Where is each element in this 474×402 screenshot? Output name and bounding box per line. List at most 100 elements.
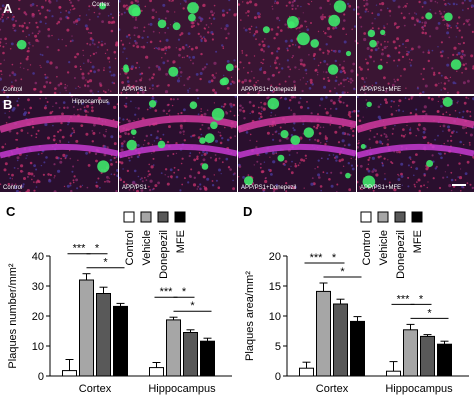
nucleus-dot: [357, 145, 359, 149]
nucleus-dot: [33, 189, 36, 192]
nucleus-dot: [352, 134, 355, 137]
nucleus-dot: [232, 187, 235, 191]
nucleus-dot: [125, 4, 128, 7]
nucleus-dot: [304, 68, 308, 72]
panel-letter-b: B: [3, 97, 13, 112]
nucleus-dot: [91, 106, 94, 109]
nucleus-dot: [200, 52, 203, 56]
nucleus-dot: [151, 188, 154, 191]
cell-layer-band: [119, 143, 237, 159]
nucleus-dot: [75, 19, 79, 23]
nucleus-dot: [63, 106, 66, 109]
nucleus-dot: [279, 126, 282, 129]
nucleus-dot: [125, 35, 129, 38]
nucleus-dot: [241, 52, 244, 54]
nucleus-dot: [46, 60, 50, 64]
nucleus-dot: [423, 128, 427, 131]
nucleus-dot: [441, 50, 444, 53]
nucleus-dot: [363, 0, 365, 2]
nucleus-dot: [410, 59, 413, 61]
nucleus-dot: [383, 157, 386, 160]
nucleus-dot: [383, 46, 387, 50]
nucleus-dot: [136, 91, 140, 94]
nucleus-dot: [339, 171, 343, 175]
nucleus-dot: [59, 129, 62, 132]
nucleus-dot: [2, 45, 5, 48]
nucleus-dot: [393, 59, 396, 62]
micrograph-b-donepezil-image: [238, 96, 356, 192]
nucleus-dot: [298, 68, 300, 71]
nucleus-dot: [451, 131, 454, 134]
x-category-label: Cortex: [316, 383, 349, 395]
nucleus-dot: [133, 120, 135, 122]
nucleus-dot: [67, 141, 70, 143]
amyloid-plaque: [442, 97, 453, 107]
nucleus-dot: [271, 5, 273, 7]
nucleus-dot: [59, 82, 63, 85]
nucleus-dot: [126, 80, 130, 83]
nucleus-dot: [136, 26, 138, 29]
y-tick-label: 15: [269, 281, 281, 293]
amyloid-plaque: [262, 26, 270, 34]
nucleus-dot: [313, 58, 316, 60]
nucleus-dot: [209, 156, 212, 159]
nucleus-dot: [219, 134, 222, 137]
nucleus-dot: [398, 150, 401, 154]
nucleus-dot: [248, 100, 252, 104]
significance-label: *: [103, 257, 108, 269]
nucleus-dot: [260, 115, 263, 119]
nucleus-dot: [379, 140, 383, 144]
nucleus-dot: [393, 100, 395, 103]
nucleus-dot: [290, 39, 294, 43]
nucleus-dot: [147, 185, 150, 188]
nucleus-dot: [179, 131, 182, 134]
nucleus-dot: [166, 26, 170, 30]
nucleus-dot: [291, 1, 294, 4]
nucleus-dot: [26, 154, 28, 157]
nucleus-dot: [187, 89, 189, 92]
nucleus-dot: [61, 112, 63, 115]
nucleus-dot: [423, 174, 426, 177]
nucleus-dot: [136, 144, 140, 147]
nucleus-dot: [157, 47, 161, 51]
legend-label-control: Control: [124, 230, 136, 265]
nucleus-dot: [249, 139, 251, 142]
nucleus-dot: [376, 133, 379, 135]
nucleus-dot: [449, 113, 451, 116]
amyloid-plaque: [244, 176, 254, 186]
nucleus-dot: [99, 132, 101, 134]
nucleus-dot: [357, 110, 360, 113]
nucleus-dot: [404, 4, 407, 8]
nucleus-dot: [55, 102, 58, 105]
nucleus-dot: [461, 185, 464, 189]
nucleus-dot: [309, 78, 313, 82]
nucleus-dot: [27, 69, 29, 71]
nucleus-dot: [25, 57, 29, 61]
nucleus-dot: [134, 183, 138, 187]
nucleus-dot: [447, 91, 449, 94]
nucleus-dot: [346, 2, 350, 6]
nucleus-dot: [431, 67, 434, 70]
nucleus-dot: [224, 126, 226, 129]
nucleus-dot: [373, 60, 375, 63]
nucleus-dot: [175, 152, 178, 155]
nucleus-dot: [67, 123, 69, 126]
nucleus-dot: [425, 167, 429, 171]
nucleus-dot: [27, 49, 30, 53]
nucleus-dot: [311, 177, 314, 179]
nucleus-dot: [200, 108, 202, 110]
nucleus-dot: [290, 134, 294, 137]
nucleus-dot: [307, 106, 310, 110]
nucleus-dot: [89, 69, 93, 73]
nucleus-dot: [248, 79, 252, 83]
nucleus-dot: [200, 39, 203, 43]
nucleus-dot: [423, 1, 427, 5]
nucleus-dot: [285, 190, 288, 192]
nucleus-dot: [322, 77, 326, 81]
nucleus-dot: [46, 9, 49, 12]
nucleus-dot: [199, 77, 202, 81]
nucleus-dot: [37, 9, 40, 12]
nucleus-dot: [92, 131, 96, 135]
nucleus-dot: [141, 90, 145, 94]
nucleus-dot: [211, 33, 214, 36]
